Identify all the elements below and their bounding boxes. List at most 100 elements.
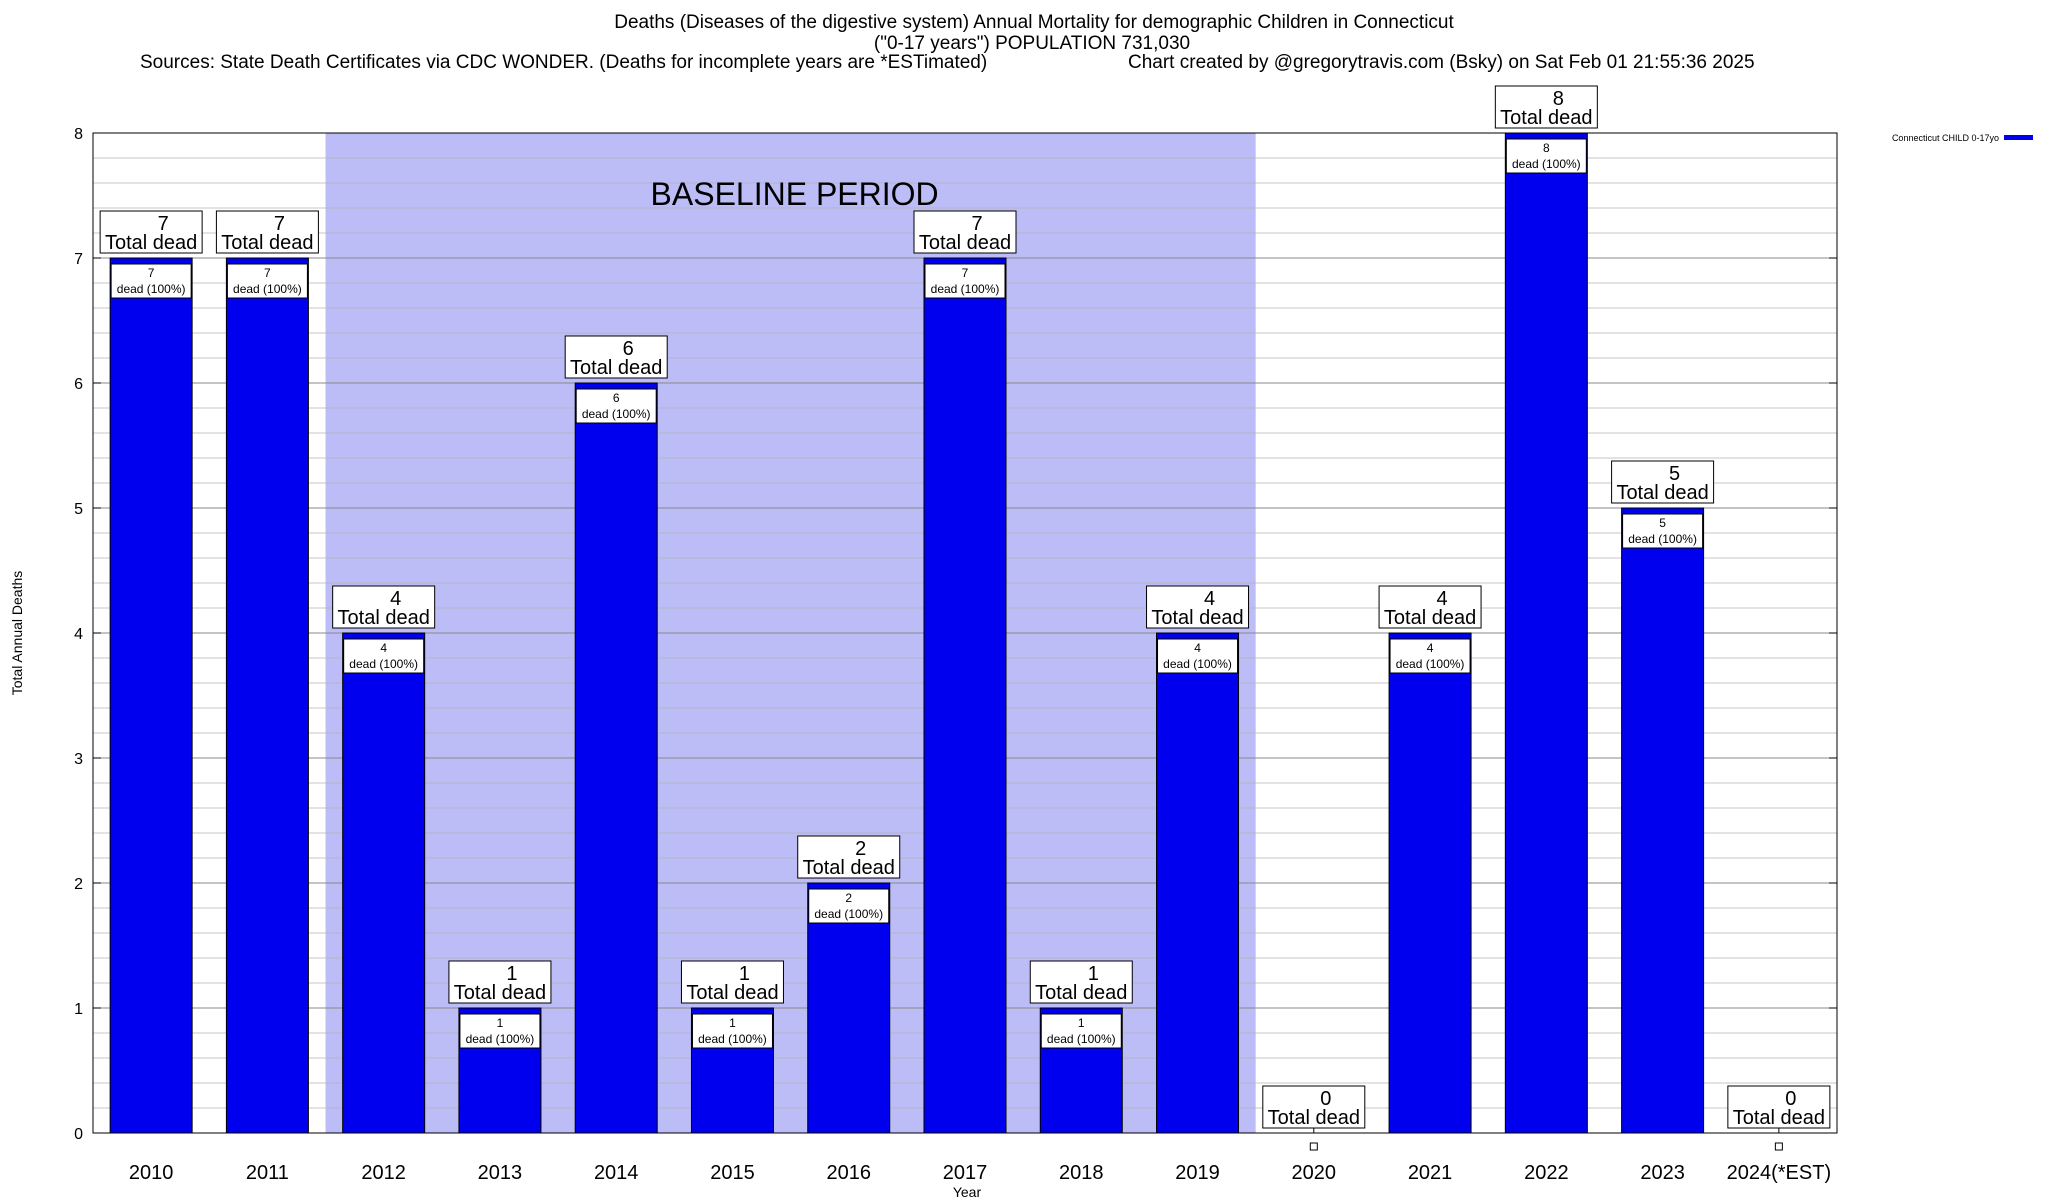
chart-credit: Chart created by @gregorytravis.com (Bsk…: [1128, 52, 1755, 73]
bar: [1504, 132, 1588, 1134]
x-tick-label: 2012: [361, 1162, 406, 1184]
x-tick-label: 2011: [246, 1162, 289, 1184]
chart-sources: Sources: State Death Certificates via CD…: [140, 52, 988, 73]
total-label-box: [215, 210, 319, 254]
x-tick-label: 2015: [710, 1162, 755, 1184]
segment-label-value: 1: [729, 1016, 736, 1030]
total-label-value: 4: [1204, 588, 1215, 610]
total-label-value: 1: [739, 963, 750, 985]
chart-subtitle: ("0-17 years") POPULATION 731,030: [873, 33, 1191, 54]
segment-label-value: 6: [613, 391, 620, 405]
total-label-value: 8: [1553, 88, 1564, 110]
zero-marker: [1309, 1142, 1318, 1151]
y-tick-label: 2: [74, 876, 83, 893]
x-tick-label: 2021: [1408, 1162, 1453, 1184]
y-tick-label: 6: [74, 376, 83, 393]
total-label-text: Total dead: [338, 607, 430, 629]
total-label-value: 1: [506, 963, 517, 985]
total-label-box: [1029, 960, 1133, 1004]
total-label-value: 7: [158, 213, 169, 235]
segment-label-text: dead (100%): [814, 907, 883, 921]
y-tick-label: 0: [74, 1126, 83, 1143]
total-label-box: [332, 585, 436, 629]
segment-label-value: 7: [264, 266, 271, 280]
x-tick-label: 2019: [1175, 1162, 1220, 1184]
segment-label-value: 7: [148, 266, 155, 280]
x-tick-label: 2018: [1059, 1162, 1104, 1184]
total-label-value: 6: [623, 338, 634, 360]
segment-label-box: [575, 388, 657, 424]
total-label-text: Total dead: [919, 232, 1011, 254]
segment-label-text: dead (100%): [582, 407, 651, 421]
bar: [574, 382, 658, 1134]
total-label-text: Total dead: [1268, 1107, 1360, 1129]
legend-label: Connecticut CHILD 0-17yo: [1892, 133, 1999, 143]
segment-label-text: dead (100%): [233, 282, 302, 296]
total-label-box: [1494, 85, 1598, 129]
segment-label-text: dead (100%): [466, 1032, 535, 1046]
bar: [807, 882, 891, 1134]
total-label-box: [1378, 585, 1482, 629]
x-tick-label: 2020: [1292, 1162, 1337, 1184]
segment-label-value: 7: [962, 266, 969, 280]
segment-label-box: [924, 263, 1006, 299]
total-label-text: Total dead: [454, 982, 546, 1004]
bar: [1388, 632, 1472, 1134]
total-label-box: [448, 960, 552, 1004]
x-tick-label: 2014: [594, 1162, 639, 1184]
y-tick-label: 8: [74, 126, 83, 143]
segment-label-box: [808, 888, 890, 924]
segment-label-box: [1157, 638, 1239, 674]
bar: [342, 632, 426, 1134]
segment-label-text: dead (100%): [1163, 657, 1232, 671]
x-tick-label: 2016: [826, 1162, 871, 1184]
total-label-box: [1727, 1085, 1831, 1129]
bar: [923, 257, 1007, 1134]
segment-label-box: [1040, 1013, 1122, 1049]
segment-label-text: dead (100%): [1047, 1032, 1116, 1046]
segment-label-text: dead (100%): [698, 1032, 767, 1046]
segment-label-box: [1622, 513, 1704, 549]
total-label-text: Total dead: [1616, 482, 1708, 504]
total-label-text: Total dead: [803, 857, 895, 879]
total-label-box: [1146, 585, 1250, 629]
segment-label-text: dead (100%): [931, 282, 1000, 296]
bar: [1621, 507, 1705, 1134]
total-label-value: 2: [855, 838, 866, 860]
x-tick-label: 2013: [478, 1162, 523, 1184]
zero-marker: [1774, 1142, 1783, 1151]
y-axis-label: Total Annual Deaths: [9, 571, 25, 696]
segment-label-value: 1: [497, 1016, 504, 1030]
segment-label-text: dead (100%): [1512, 157, 1581, 171]
total-label-value: 1: [1088, 963, 1099, 985]
total-label-text: Total dead: [221, 232, 313, 254]
total-label-text: Total dead: [1500, 107, 1592, 129]
total-label-box: [99, 210, 203, 254]
x-tick-label: 2023: [1640, 1162, 1685, 1184]
total-label-box: [1611, 460, 1715, 504]
total-label-value: 7: [274, 213, 285, 235]
total-label-box: [680, 960, 784, 1004]
y-tick-label: 3: [74, 751, 83, 768]
segment-label-value: 4: [380, 641, 387, 655]
segment-label-box: [1389, 638, 1471, 674]
segment-label-box: [459, 1013, 541, 1049]
segment-label-text: dead (100%): [349, 657, 418, 671]
total-label-box: [1262, 1085, 1366, 1129]
segment-label-box: [226, 263, 308, 299]
segment-label-value: 5: [1659, 516, 1666, 530]
segment-label-box: [110, 263, 192, 299]
segment-label-value: 1: [1078, 1016, 1085, 1030]
segment-label-box: [691, 1013, 773, 1049]
chart-title: Deaths (Diseases of the digestive system…: [614, 12, 1454, 33]
y-tick-label: 1: [74, 1001, 83, 1018]
segment-label-box: [343, 638, 425, 674]
segment-label-text: dead (100%): [1628, 532, 1697, 546]
x-tick-label: 2022: [1524, 1162, 1569, 1184]
total-label-value: 4: [390, 588, 401, 610]
total-label-text: Total dead: [1035, 982, 1127, 1004]
x-tick-label: 2017: [943, 1162, 988, 1184]
total-label-value: 4: [1437, 588, 1448, 610]
total-label-box: [913, 210, 1017, 254]
